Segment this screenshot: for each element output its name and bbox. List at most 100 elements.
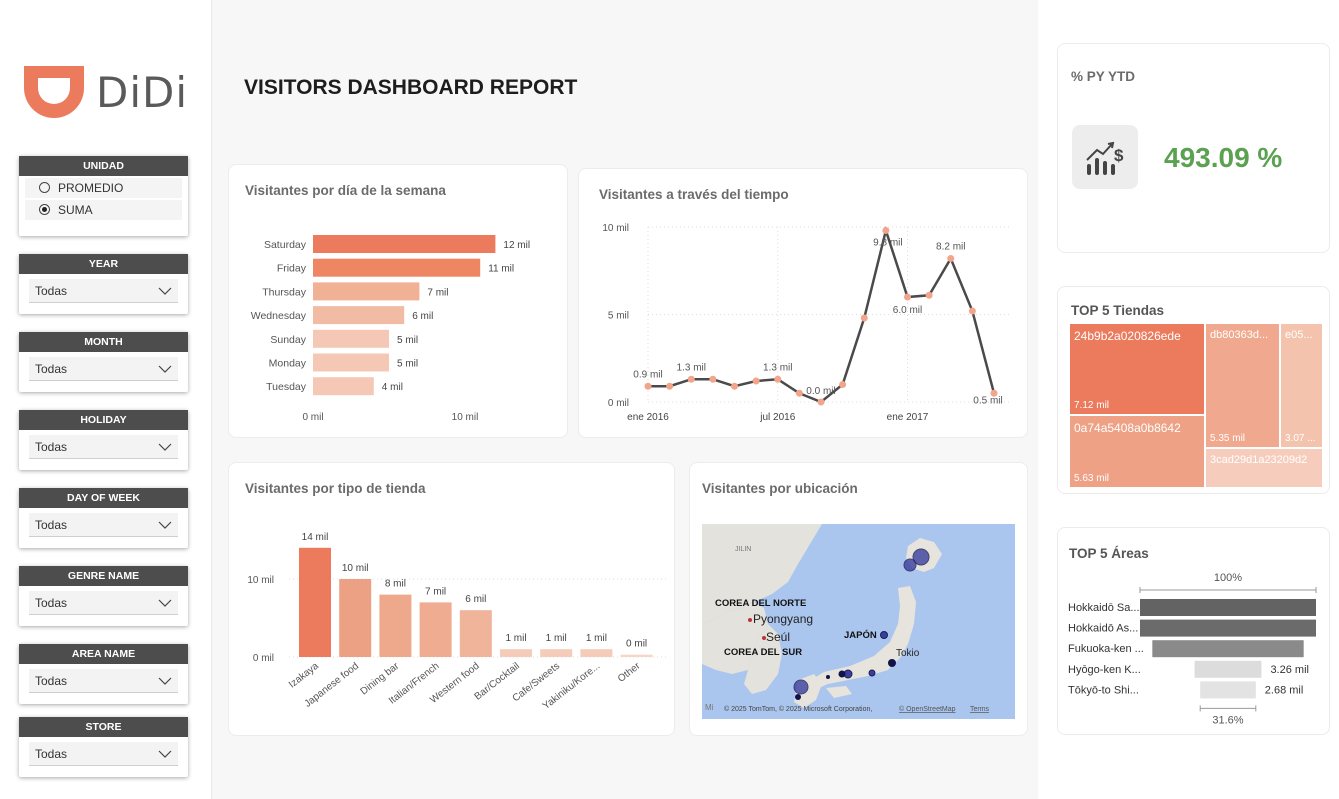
year-dropdown[interactable]: Todas — [29, 279, 178, 303]
slicer-unidad-title: UNIDAD — [19, 156, 188, 176]
time-data-label: 1.3 mil — [763, 362, 792, 373]
time-data-label: 0.0 mil — [806, 386, 835, 397]
map-label-tokyo: Tokio — [896, 648, 920, 659]
store-dropdown[interactable]: Todas — [29, 742, 178, 766]
holiday-dropdown-value: Todas — [35, 440, 68, 454]
slicer-year: YEAR Todas — [19, 254, 188, 314]
weekday-bar — [313, 377, 374, 396]
map-bubble — [838, 670, 846, 678]
chevron-down-icon — [158, 750, 172, 758]
filter-panel: DiDi UNIDAD PROMEDIO SUMA YEAR Todas MON… — [0, 0, 212, 799]
kpi-card[interactable]: % PY YTD $ 493.09 % — [1057, 43, 1330, 253]
area-name-dropdown[interactable]: Todas — [29, 669, 178, 693]
year-dropdown-value: Todas — [35, 284, 68, 298]
weekday-category-label: Saturday — [264, 239, 307, 251]
treemap-tile-name: 0a74a5408a0b8642 — [1074, 421, 1181, 435]
slicer-day-of-week: DAY OF WEEK Todas — [19, 488, 188, 548]
time-data-label: 0.9 mil — [633, 369, 662, 380]
time-point — [882, 227, 890, 234]
map-label-pyongyang: Pyongyang — [753, 612, 813, 626]
funnel-bottom-pct: 31.6% — [1212, 714, 1243, 726]
genre-data-label: 14 mil — [302, 532, 329, 543]
time-series-line — [648, 225, 996, 404]
time-chart-card[interactable]: Visitantes a través del tiempo 0 mil 5 mi… — [578, 168, 1028, 438]
chevron-down-icon — [158, 599, 172, 607]
funnel-category-label: Hokkaidō Sa... — [1068, 602, 1140, 614]
kpi-value: 493.09 % — [1164, 142, 1283, 173]
slicer-genre-name: GENRE NAME Todas — [19, 566, 188, 626]
slicer-holiday-title: HOLIDAY — [19, 410, 188, 430]
weekday-chart-title: Visitantes por día de la semana — [245, 183, 446, 198]
day-of-week-dropdown[interactable]: Todas — [29, 513, 178, 537]
radio-promedio[interactable]: PROMEDIO — [25, 178, 182, 198]
time-point — [860, 314, 868, 322]
treemap-tile[interactable]: 24b9b2a020826ede 7.12 mil — [1070, 324, 1204, 414]
time-point — [817, 398, 825, 406]
genre-data-label: 7 mil — [425, 586, 446, 597]
month-dropdown[interactable]: Todas — [29, 357, 178, 381]
genre-bar — [500, 649, 532, 657]
weekday-chart-card[interactable]: Visitantes por día de la semana Saturday… — [228, 164, 568, 438]
weekday-bar — [313, 235, 496, 253]
holiday-dropdown[interactable]: Todas — [29, 435, 178, 459]
time-chart-title: Visitantes a través del tiempo — [599, 187, 789, 202]
time-point — [968, 307, 976, 315]
time-x-tick: jul 2016 — [759, 412, 795, 423]
seoul-marker — [762, 636, 766, 640]
map-label-seoul: Seúl — [766, 630, 790, 644]
genre-name-dropdown-value: Todas — [35, 596, 68, 610]
treemap-tile[interactable]: db80363d... 5.35 mil — [1206, 324, 1279, 447]
weekday-bar — [313, 329, 389, 348]
map-land-china — [702, 524, 822, 624]
genre-data-label: 1 mil — [546, 633, 567, 644]
map-label-south-korea: COREA DEL SUR — [724, 647, 802, 658]
slicer-unidad: UNIDAD PROMEDIO SUMA — [19, 156, 188, 236]
japan-map[interactable]: JILIN COREA DEL NORTE Pyongyang Seúl COR… — [702, 524, 1015, 719]
chart-dollar-icon: $ — [1072, 125, 1138, 189]
genre-category-label: Other — [616, 660, 643, 684]
day-of-week-dropdown-value: Todas — [35, 518, 68, 532]
treemap-tile[interactable]: 0a74a5408a0b8642 5.63 mil — [1070, 416, 1204, 487]
time-point — [925, 291, 933, 299]
time-point — [752, 377, 760, 385]
map-bubble — [826, 675, 830, 679]
radio-suma-icon — [39, 204, 50, 215]
treemap-tile[interactable]: 3cad29d1a23209d2 — [1206, 449, 1322, 487]
genre-y-tick: 0 mil — [253, 653, 274, 664]
weekday-data-label: 7 mil — [427, 287, 448, 298]
area-name-dropdown-value: Todas — [35, 674, 68, 688]
pyongyang-marker — [748, 618, 752, 622]
time-point — [774, 375, 782, 383]
time-data-label: 0.5 mil — [973, 395, 1002, 406]
treemap-tile[interactable]: e05... 3.07 ... — [1281, 324, 1322, 447]
weekday-x-tick: 0 mil — [302, 412, 323, 423]
genre-chart-card[interactable]: Visitantes por tipo de tienda 0 mil 10 mi… — [228, 462, 675, 736]
funnel-category-label: Fukuoka-ken ... — [1068, 643, 1144, 655]
chevron-down-icon — [158, 365, 172, 373]
svg-text:$: $ — [1114, 146, 1124, 165]
genre-name-dropdown[interactable]: Todas — [29, 591, 178, 615]
slicer-holiday: HOLIDAY Todas — [19, 410, 188, 470]
time-point — [644, 382, 652, 390]
map-card[interactable]: Visitantes por ubicación JILIN COREA DEL… — [689, 462, 1028, 736]
genre-data-label: 6 mil — [465, 594, 486, 605]
time-point — [666, 382, 674, 390]
genre-bar — [540, 649, 573, 657]
weekday-data-label: 4 mil — [382, 382, 403, 393]
radio-suma-label: SUMA — [58, 203, 93, 217]
genre-bar — [459, 610, 492, 657]
time-y-tick: 10 mil — [602, 223, 629, 234]
map-bubble — [903, 558, 917, 572]
top-stores-card[interactable]: TOP 5 Tiendas 24b9b2a020826ede 7.12 mil 0a… — [1057, 286, 1330, 494]
top-areas-card[interactable]: TOP 5 Áreas 100% Hokkaidō Sa... Hokkaidō A… — [1057, 527, 1330, 735]
slicer-store: STORE Todas — [19, 717, 188, 777]
funnel-bar — [1200, 681, 1256, 699]
time-point — [904, 293, 911, 301]
month-dropdown-value: Todas — [35, 362, 68, 376]
funnel-top-pct: 100% — [1214, 572, 1242, 584]
funnel-bar — [1194, 660, 1262, 678]
radio-suma[interactable]: SUMA — [25, 200, 182, 220]
map-attribution: © 2025 TomTom, © 2025 Microsoft Corporat… — [724, 705, 872, 713]
store-dropdown-value: Todas — [35, 747, 68, 761]
